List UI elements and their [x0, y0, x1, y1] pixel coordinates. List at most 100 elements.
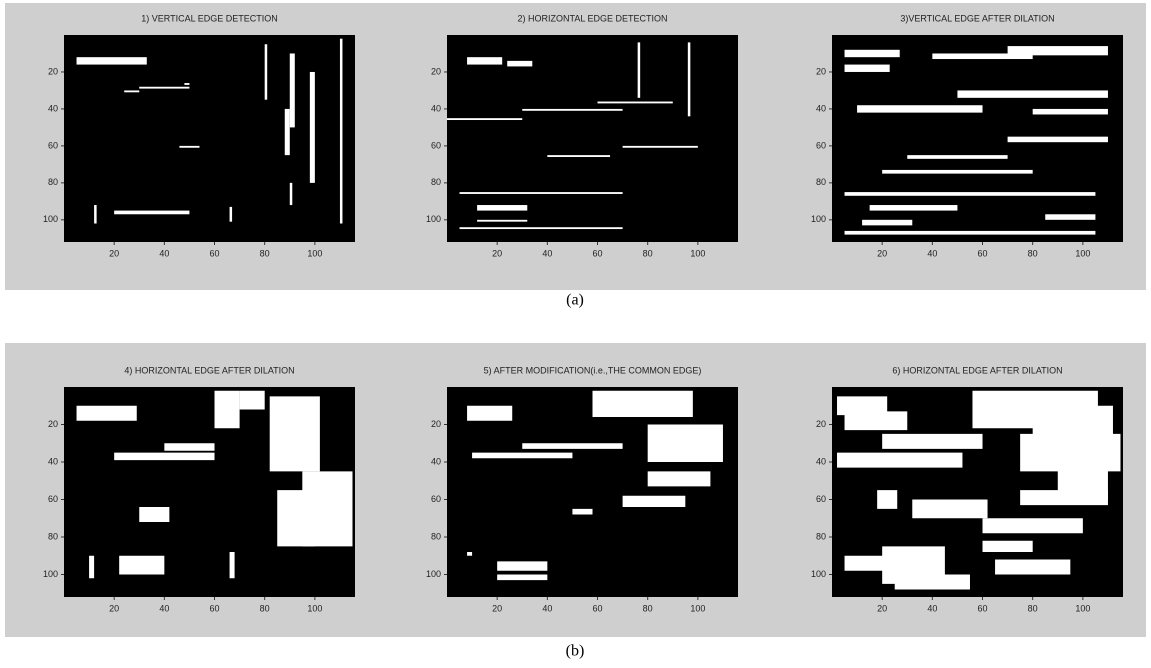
edge-region — [459, 227, 623, 230]
edge-region — [214, 390, 240, 429]
x-tick-label: 20 — [492, 603, 502, 613]
edge-region — [647, 471, 711, 487]
edge-region — [857, 105, 983, 113]
y-tick-label: 60 — [48, 140, 58, 150]
edge-region — [572, 508, 593, 515]
y-tick-label: 60 — [431, 140, 441, 150]
edge-region — [467, 552, 473, 556]
edge-region — [277, 490, 315, 547]
edge-region — [184, 83, 190, 85]
y-tick-label: 80 — [431, 531, 441, 541]
x-tick-label: 20 — [877, 603, 887, 613]
x-tick-label: 100 — [307, 248, 322, 258]
image-axes — [64, 35, 355, 242]
edge-region — [229, 552, 235, 579]
edge-region — [289, 182, 293, 206]
edge-region — [844, 49, 900, 58]
edge-region — [622, 495, 686, 507]
y-tick-label: 80 — [816, 177, 826, 187]
panel-title: 2) HORIZONTAL EDGE DETECTION — [517, 13, 667, 23]
edge-region — [264, 44, 268, 100]
y-tick-label: 40 — [48, 103, 58, 113]
x-tick-label: 60 — [978, 603, 988, 613]
y-tick-label: 40 — [816, 456, 826, 466]
x-tick-label: 40 — [542, 248, 552, 258]
x-tick-label: 20 — [109, 248, 119, 258]
edge-region — [844, 411, 908, 431]
edge-region — [687, 42, 691, 117]
y-tick-label: 40 — [431, 103, 441, 113]
edge-region — [932, 53, 1033, 60]
edge-region — [522, 443, 623, 449]
x-tick-label: 100 — [1075, 603, 1090, 613]
edge-region — [119, 555, 165, 575]
edge-region — [497, 574, 548, 581]
edge-region — [339, 38, 343, 224]
edge-region — [1007, 136, 1108, 143]
x-tick-label: 80 — [643, 603, 653, 613]
edge-region — [239, 390, 265, 410]
edge-region — [957, 90, 1108, 98]
edge-region — [447, 118, 523, 121]
x-tick-label: 80 — [260, 603, 270, 613]
x-tick-label: 60 — [593, 248, 603, 258]
y-tick-label: 100 — [43, 214, 58, 224]
image-axes — [447, 35, 738, 242]
panel-title: 3)VERTICAL EDGE AFTER DILATION — [900, 13, 1054, 23]
edge-region — [477, 219, 528, 222]
edge-region — [894, 574, 970, 590]
edge-region — [647, 424, 723, 462]
y-tick-label: 40 — [816, 103, 826, 113]
x-tick-label: 20 — [877, 248, 887, 258]
y-tick-label: 60 — [48, 494, 58, 504]
panel-title: 4) HORIZONTAL EDGE AFTER DILATION — [124, 365, 294, 375]
edge-region — [907, 155, 1008, 159]
y-tick-label: 80 — [816, 531, 826, 541]
edge-region — [844, 555, 920, 571]
edge-region — [1007, 46, 1108, 56]
edge-region — [89, 555, 95, 579]
edge-region — [139, 86, 190, 89]
edge-region — [497, 561, 548, 571]
panel-title: 6) HORIZONTAL EDGE AFTER DILATION — [892, 365, 1062, 375]
figure-caption: (b) — [566, 643, 585, 660]
edge-region — [114, 210, 190, 215]
x-tick-label: 80 — [1028, 248, 1038, 258]
x-tick-label: 100 — [690, 603, 705, 613]
edge-region — [982, 518, 1083, 534]
y-tick-label: 80 — [431, 177, 441, 187]
image-axes — [447, 387, 738, 597]
edge-region — [622, 145, 698, 148]
edge-region — [637, 42, 641, 98]
panel-title: 5) AFTER MODIFICATION(i.e.,THE COMMON ED… — [484, 365, 702, 375]
x-tick-label: 40 — [542, 603, 552, 613]
edge-region — [114, 452, 215, 461]
edge-region — [467, 57, 503, 65]
edge-region — [467, 405, 513, 421]
y-tick-label: 20 — [431, 66, 441, 76]
edge-region — [844, 192, 1096, 196]
edge-region — [472, 452, 573, 459]
edge-region — [912, 499, 988, 519]
edge-region — [1045, 214, 1096, 220]
y-tick-label: 100 — [811, 569, 826, 579]
y-tick-label: 60 — [431, 494, 441, 504]
edge-region — [844, 64, 890, 72]
edge-region — [995, 559, 1071, 575]
x-tick-label: 100 — [307, 603, 322, 613]
x-tick-label: 40 — [927, 603, 937, 613]
x-tick-label: 40 — [159, 248, 169, 258]
y-tick-label: 40 — [431, 456, 441, 466]
y-tick-label: 80 — [48, 531, 58, 541]
edge-region — [1020, 490, 1108, 506]
edge-region — [877, 490, 898, 509]
x-tick-label: 80 — [1028, 603, 1038, 613]
x-tick-label: 20 — [109, 603, 119, 613]
edge-region — [229, 206, 233, 222]
y-tick-label: 100 — [426, 569, 441, 579]
y-tick-label: 20 — [816, 419, 826, 429]
x-tick-label: 100 — [690, 248, 705, 258]
edge-region — [844, 230, 1096, 235]
x-tick-label: 20 — [492, 248, 502, 258]
